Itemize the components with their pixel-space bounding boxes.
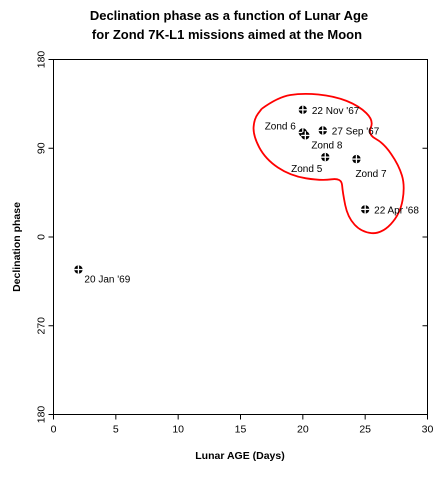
point-label: Zond 5	[291, 164, 323, 175]
data-points-layer: 22 Nov '67 Zond 6 Zond 8 27 Sep '67 Zond 5 Zo…	[74, 105, 419, 286]
point-label: 27 Sep '67	[332, 127, 380, 138]
data-point: 22 Nov '67	[298, 105, 360, 117]
point-label: Zond 6	[265, 121, 297, 132]
data-point: Zond 8	[301, 131, 343, 151]
x-axis-ticks: 0 5 10 15 20 25 30	[51, 414, 434, 436]
y-tick-label: 180	[36, 406, 48, 424]
x-tick-label: 30	[422, 424, 434, 436]
y-tick-label: 180	[36, 51, 48, 69]
x-axis-title: Lunar AGE (Days)	[195, 450, 284, 462]
y-axis-title: Declination phase	[11, 202, 23, 292]
point-label: 22 Nov '67	[312, 106, 360, 117]
data-point: Zond 5	[291, 152, 330, 175]
point-label: Zond 8	[311, 140, 343, 151]
cluster-outline	[252, 92, 405, 235]
data-point: Zond 7	[352, 154, 387, 180]
chart-title-line-2: for Zond 7K-L1 missions aimed at the Moo…	[92, 27, 362, 42]
point-label: Zond 7	[355, 169, 387, 180]
x-tick-label: 25	[359, 424, 371, 436]
chart-title-line-1: Declination phase as a function of Lunar…	[90, 8, 368, 23]
point-label: 22 Apr '68	[374, 205, 419, 216]
y-tick-label: 0	[36, 234, 48, 240]
point-label: 20 Jan '69	[84, 275, 130, 286]
y-tick-label: 90	[36, 142, 48, 154]
x-tick-label: 10	[172, 424, 184, 436]
x-tick-label: 0	[51, 424, 57, 436]
x-tick-label: 15	[235, 424, 247, 436]
data-point: 27 Sep '67	[318, 126, 380, 138]
x-tick-label: 20	[297, 424, 309, 436]
y-tick-label: 270	[36, 317, 48, 335]
plot-frame	[53, 59, 428, 415]
cluster-outline-layer	[252, 92, 405, 235]
data-point: Zond 6	[265, 121, 308, 137]
y-axis-ticks: 180 270 0 90 180	[36, 51, 428, 424]
data-point: 22 Apr '68	[360, 205, 419, 216]
x-tick-label: 5	[113, 424, 119, 436]
data-point: 20 Jan '69	[74, 265, 131, 286]
